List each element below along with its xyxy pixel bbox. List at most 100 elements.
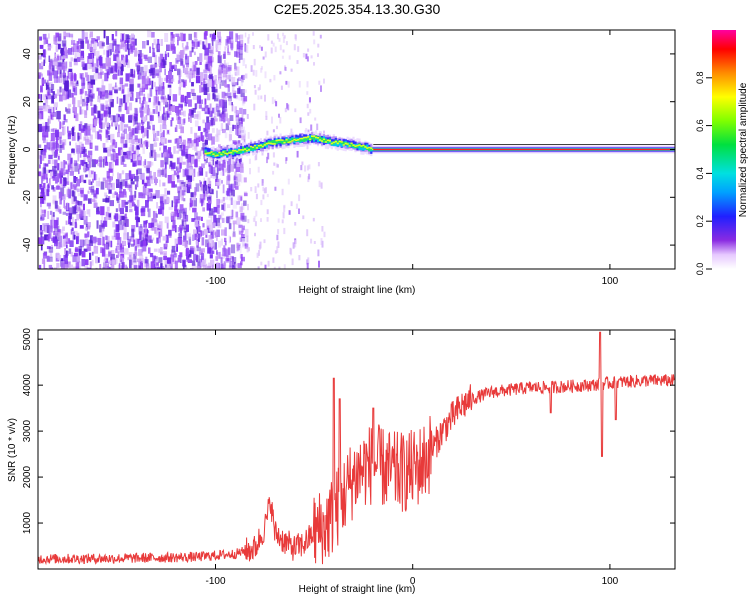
noise-cell xyxy=(274,186,277,191)
noise-cell xyxy=(119,224,124,231)
noise-cell xyxy=(142,97,145,101)
noise-cell xyxy=(229,164,234,172)
noise-cell xyxy=(142,116,147,122)
noise-cell xyxy=(59,235,63,244)
noise-cell xyxy=(188,236,192,245)
noise-cell xyxy=(49,60,52,70)
noise-cell xyxy=(192,145,194,150)
noise-cell xyxy=(39,164,41,169)
noise-cell xyxy=(166,44,171,51)
noise-cell xyxy=(200,171,202,176)
noise-cell xyxy=(191,173,195,181)
noise-cell xyxy=(94,39,98,43)
noise-cell xyxy=(209,33,212,38)
noise-cell xyxy=(152,195,156,199)
noise-cell xyxy=(77,135,80,140)
noise-cell xyxy=(317,53,319,57)
noise-cell xyxy=(95,237,98,242)
noise-cell xyxy=(171,249,173,257)
noise-cell xyxy=(67,153,72,161)
noise-cell xyxy=(128,132,132,140)
noise-cell xyxy=(233,141,236,151)
noise-cell xyxy=(164,199,167,205)
noise-cell xyxy=(294,222,297,226)
noise-cell xyxy=(133,154,137,162)
noise-cell xyxy=(212,211,215,216)
noise-cell xyxy=(200,132,203,141)
noise-cell xyxy=(149,46,151,53)
noise-cell xyxy=(48,45,53,49)
noise-cell xyxy=(219,163,224,171)
noise-cell xyxy=(86,222,91,228)
noise-cell xyxy=(207,107,210,115)
noise-cell xyxy=(304,129,307,136)
noise-cell xyxy=(139,53,143,59)
noise-cell xyxy=(148,222,153,228)
noise-cell xyxy=(243,177,247,183)
noise-cell xyxy=(94,106,98,114)
noise-cell xyxy=(181,194,184,201)
noise-cell xyxy=(214,232,217,238)
noise-cell xyxy=(245,64,247,69)
noise-cell xyxy=(260,66,263,70)
noise-cell xyxy=(140,110,144,118)
noise-cell xyxy=(123,152,127,159)
noise-cell xyxy=(39,185,44,190)
noise-cell xyxy=(42,33,47,40)
noise-cell xyxy=(80,190,84,198)
noise-cell xyxy=(123,189,126,194)
noise-cell xyxy=(116,197,120,204)
noise-cell xyxy=(125,153,128,159)
noise-cell xyxy=(235,156,238,164)
noise-cell xyxy=(229,74,233,80)
noise-cell xyxy=(49,140,52,147)
noise-cell xyxy=(39,63,44,70)
noise-cell xyxy=(131,175,134,179)
noise-cell xyxy=(85,259,89,265)
noise-cell xyxy=(57,173,61,183)
noise-cell xyxy=(88,239,94,246)
noise-cell xyxy=(115,82,117,88)
noise-cell xyxy=(167,175,172,184)
noise-cell xyxy=(168,100,171,109)
noise-cell xyxy=(41,175,45,180)
noise-cell xyxy=(215,134,219,142)
noise-cell xyxy=(159,221,163,229)
noise-cell xyxy=(132,261,137,268)
noise-cell xyxy=(70,57,73,62)
noise-cell xyxy=(202,142,207,150)
snr-x-tick-label: 0 xyxy=(410,576,416,587)
noise-cell xyxy=(129,195,134,202)
noise-cell xyxy=(184,95,187,103)
noise-cell xyxy=(131,228,135,238)
noise-cell xyxy=(84,153,87,157)
noise-cell xyxy=(163,106,165,115)
noise-cell xyxy=(112,40,117,46)
noise-cell xyxy=(85,36,88,44)
noise-cell xyxy=(260,95,263,100)
noise-cell xyxy=(67,163,72,171)
noise-cell xyxy=(296,150,299,158)
noise-cell xyxy=(53,111,56,117)
noise-cell xyxy=(139,87,143,92)
noise-cell xyxy=(118,258,121,265)
noise-cell xyxy=(68,248,72,254)
noise-cell xyxy=(48,225,53,233)
noise-cell xyxy=(167,94,171,101)
noise-cell xyxy=(188,168,194,176)
noise-cell xyxy=(100,71,104,75)
noise-cell xyxy=(198,40,202,45)
spectrogram-heatmap xyxy=(38,30,675,269)
noise-cell xyxy=(71,40,76,45)
noise-cell xyxy=(293,44,296,51)
noise-cell xyxy=(218,95,220,104)
noise-cell xyxy=(48,169,52,173)
noise-cell xyxy=(205,42,208,47)
noise-cell xyxy=(124,201,128,205)
noise-cell xyxy=(124,40,127,44)
noise-cell xyxy=(203,84,207,91)
noise-cell xyxy=(239,34,244,39)
colorbar-tick-label: 0.0 xyxy=(695,263,705,276)
noise-cell xyxy=(136,92,141,99)
noise-cell xyxy=(153,263,156,269)
